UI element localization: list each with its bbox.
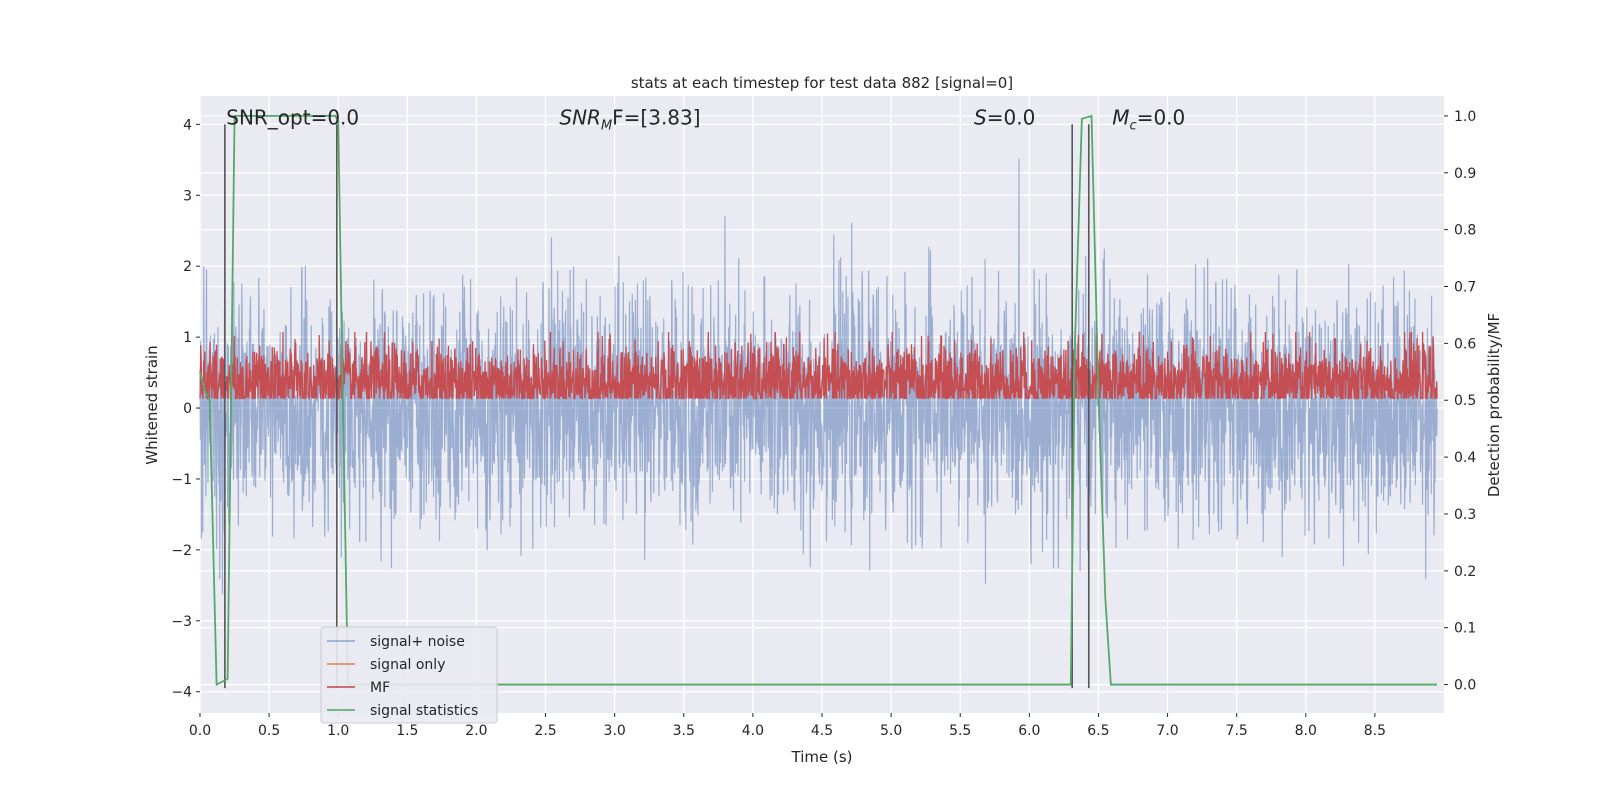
annotation-text: Mc=0.0 (1112, 105, 1185, 133)
legend-entry: signal+ noise (370, 634, 465, 650)
x-tick-label: 0.5 (258, 723, 280, 739)
x-tick-label: 6.0 (1018, 723, 1040, 739)
mf-line (199, 331, 1438, 402)
annotation-text: S=0.0 (974, 105, 1035, 129)
x-tick-label: 2.0 (465, 723, 487, 739)
x-tick-label: 7.5 (1226, 723, 1248, 739)
legend: signal+ noise signal only MF signal statist… (320, 626, 498, 724)
y-tick-label: −2 (171, 543, 192, 559)
y2-ticks: 0.0 0.1 0.2 0.3 0.4 0.5 0.6 0.7 0.8 0.9 1.0 (1444, 109, 1476, 694)
y2-axis-label: Detection probability/MF (1485, 313, 1503, 497)
x-tick-label: 0.0 (189, 723, 211, 739)
x-tick-label: 3.0 (604, 723, 626, 739)
x-tick-label: 4.5 (811, 723, 833, 739)
x-tick-label: 3.5 (673, 723, 695, 739)
x-tick-label: 6.5 (1087, 723, 1109, 739)
y-tick-label: 1 (183, 330, 192, 346)
y-axis-label: Whitened strain (143, 345, 161, 464)
legend-entry: signal statistics (370, 703, 478, 719)
y-ticks: −4 −3 −2 −1 0 1 2 3 4 (171, 117, 200, 701)
x-tick-label: 1.5 (396, 723, 418, 739)
legend-entry: signal only (370, 657, 445, 673)
y2-tick-label: 0.6 (1454, 336, 1476, 352)
y-tick-label: 2 (183, 259, 192, 275)
x-tick-label: 5.5 (949, 723, 971, 739)
x-ticks: 0.0 0.5 1.0 1.5 2.0 2.5 3.0 3.5 4.0 4.5 5.0 5.5 6.0 6… (189, 713, 1386, 739)
x-axis-label: Time (s) (791, 748, 853, 766)
x-tick-label: 1.0 (327, 723, 349, 739)
y2-tick-label: 0.9 (1454, 166, 1476, 182)
y2-tick-label: 0.4 (1454, 450, 1476, 466)
x-tick-label: 8.0 (1295, 723, 1317, 739)
mf-series (199, 331, 1438, 402)
y2-tick-label: 0.2 (1454, 564, 1476, 580)
y2-tick-label: 1.0 (1454, 109, 1476, 125)
legend-entry: MF (370, 680, 390, 696)
x-tick-label: 4.0 (742, 723, 764, 739)
x-tick-label: 2.5 (534, 723, 556, 739)
y-tick-label: −3 (171, 614, 192, 630)
chart-title: stats at each timestep for test data 882… (631, 74, 1013, 92)
y2-tick-label: 0.1 (1454, 621, 1476, 637)
y-tick-label: −4 (171, 685, 192, 701)
y2-tick-label: 0.0 (1454, 678, 1476, 694)
y-tick-label: −1 (171, 472, 192, 488)
legend-box (320, 626, 498, 724)
x-tick-label: 7.0 (1156, 723, 1178, 739)
annotation-text: SNR_opt=0.0 (226, 105, 359, 129)
y2-tick-label: 0.8 (1454, 223, 1476, 239)
y-tick-label: 4 (183, 117, 192, 133)
y2-tick-label: 0.5 (1454, 393, 1476, 409)
x-tick-label: 8.5 (1364, 723, 1386, 739)
y2-tick-label: 0.3 (1454, 507, 1476, 523)
y2-tick-label: 0.7 (1454, 280, 1476, 296)
y-tick-label: 0 (183, 401, 192, 417)
annotations: SNR_opt=0.0 SNRMF=[3.83] S=0.0 Mc=0.0 (226, 105, 1185, 133)
x-tick-label: 5.0 (880, 723, 902, 739)
annotation-text: SNRMF=[3.83] (559, 105, 700, 133)
y-tick-label: 3 (183, 188, 192, 204)
